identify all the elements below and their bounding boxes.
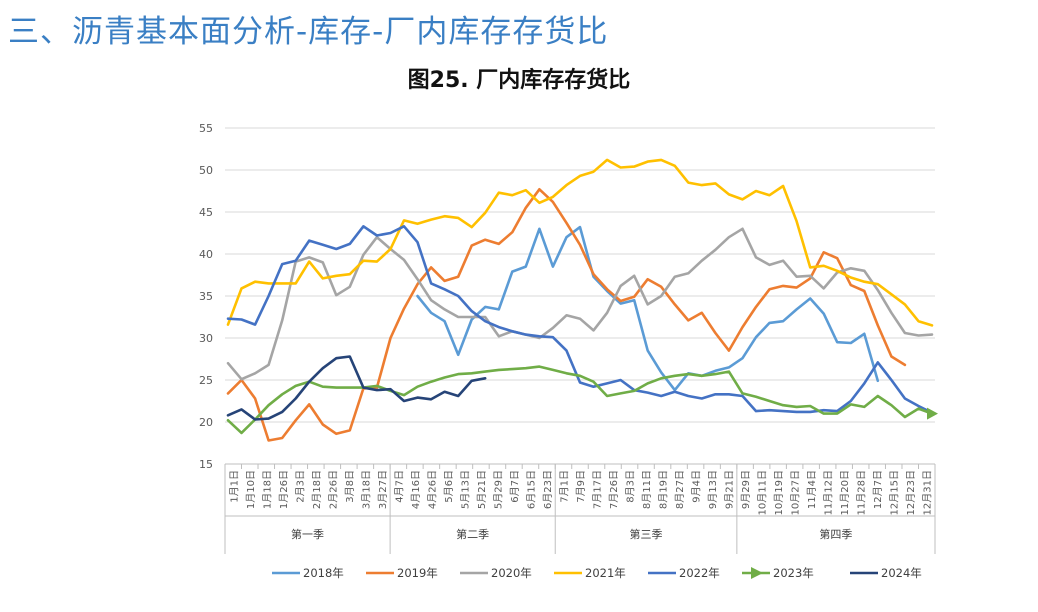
x-tick-label: 11月20日: [839, 470, 851, 515]
series-line-2019年: [226, 188, 907, 442]
x-tick-label: 7月9日: [575, 470, 587, 503]
x-tick-label: 4月16日: [410, 470, 422, 509]
x-tick-label: 5月13日: [459, 470, 471, 509]
x-tick-label: 1月18日: [261, 470, 273, 509]
y-tick-label: 55: [199, 122, 213, 135]
x-tick-label: 3月8日: [344, 470, 356, 503]
y-tick-label: 30: [199, 332, 213, 345]
x-tick-label: 6月23日: [542, 470, 554, 509]
series-line-2022年: [226, 225, 934, 415]
x-tick-label: 12月15日: [889, 470, 901, 515]
legend-label: 2021年: [585, 566, 626, 580]
series-line-2020年: [226, 227, 934, 381]
series-line-2021年: [226, 158, 934, 327]
series-line-2024年: [226, 355, 487, 421]
x-tick-label: 9月21日: [724, 470, 736, 509]
x-tick-label: 11月28日: [856, 470, 868, 515]
x-tick-label: 7月17日: [592, 470, 604, 509]
x-tick-label: 3月18日: [360, 470, 372, 509]
legend-label: 2019年: [397, 566, 438, 580]
x-tick-label: 5月21日: [476, 470, 488, 509]
legend-label: 2023年: [773, 566, 814, 580]
x-tick-label: 11月12日: [823, 470, 835, 515]
legend-label: 2020年: [491, 566, 532, 580]
x-tick-label: 4月7日: [393, 470, 405, 503]
x-tick-label: 7月26日: [608, 470, 620, 509]
legend-label: 2024年: [881, 566, 922, 580]
series-line-2023年: [226, 365, 934, 435]
quarter-label: 第一季: [291, 527, 324, 541]
quarter-label: 第四季: [819, 527, 852, 541]
y-tick-label: 20: [199, 416, 213, 429]
y-tick-label: 50: [199, 164, 213, 177]
y-tick-label: 35: [199, 290, 213, 303]
x-tick-label: 5月6日: [443, 470, 455, 503]
x-tick-label: 11月4日: [806, 470, 818, 509]
legend-label: 2018年: [303, 566, 344, 580]
x-tick-label: 5月29日: [492, 470, 504, 509]
chart-title: 图25. 厂内库存存货比: [407, 68, 631, 93]
series-line-2018年: [416, 225, 880, 392]
x-tick-label: 6月7日: [509, 470, 521, 503]
x-tick-label: 6月15日: [525, 470, 537, 509]
x-tick-label: 4月26日: [426, 470, 438, 509]
y-tick-label: 15: [199, 458, 213, 471]
x-tick-label: 9月29日: [740, 470, 752, 509]
x-tick-label: 12月7日: [872, 470, 884, 509]
x-tick-label: 10月11日: [757, 470, 769, 515]
x-tick-label: 1月1日: [228, 470, 240, 503]
x-tick-label: 8月11日: [641, 470, 653, 509]
x-tick-label: 1月10日: [245, 470, 257, 509]
y-tick-label: 40: [199, 248, 213, 261]
x-tick-label: 12月23日: [905, 470, 917, 515]
legend-label: 2022年: [679, 566, 720, 580]
quarter-label: 第三季: [630, 527, 663, 541]
x-tick-label: 8月19日: [658, 470, 670, 509]
x-tick-label: 1月26日: [278, 470, 290, 509]
y-tick-label: 25: [199, 374, 213, 387]
x-tick-label: 2月26日: [327, 470, 339, 509]
x-tick-label: 9月13日: [707, 470, 719, 509]
x-tick-label: 2月18日: [311, 470, 323, 509]
slide-title: 三、沥青基本面分析-库存-厂内库存存货比: [8, 14, 609, 50]
x-tick-label: 10月19日: [773, 470, 785, 515]
x-tick-label: 8月27日: [674, 470, 686, 509]
x-tick-label: 9月4日: [691, 470, 703, 503]
quarter-label: 第二季: [456, 527, 489, 541]
x-tick-label: 10月27日: [790, 470, 802, 515]
x-tick-label: 7月1日: [558, 470, 570, 503]
x-tick-label: 12月31日: [922, 470, 934, 515]
series-end-arrow: [927, 407, 938, 420]
x-tick-label: 8月3日: [625, 470, 637, 503]
x-tick-label: 3月27日: [377, 470, 389, 509]
legend-marker: [751, 567, 763, 579]
x-tick-label: 2月3日: [294, 470, 306, 503]
y-tick-label: 45: [199, 206, 213, 219]
